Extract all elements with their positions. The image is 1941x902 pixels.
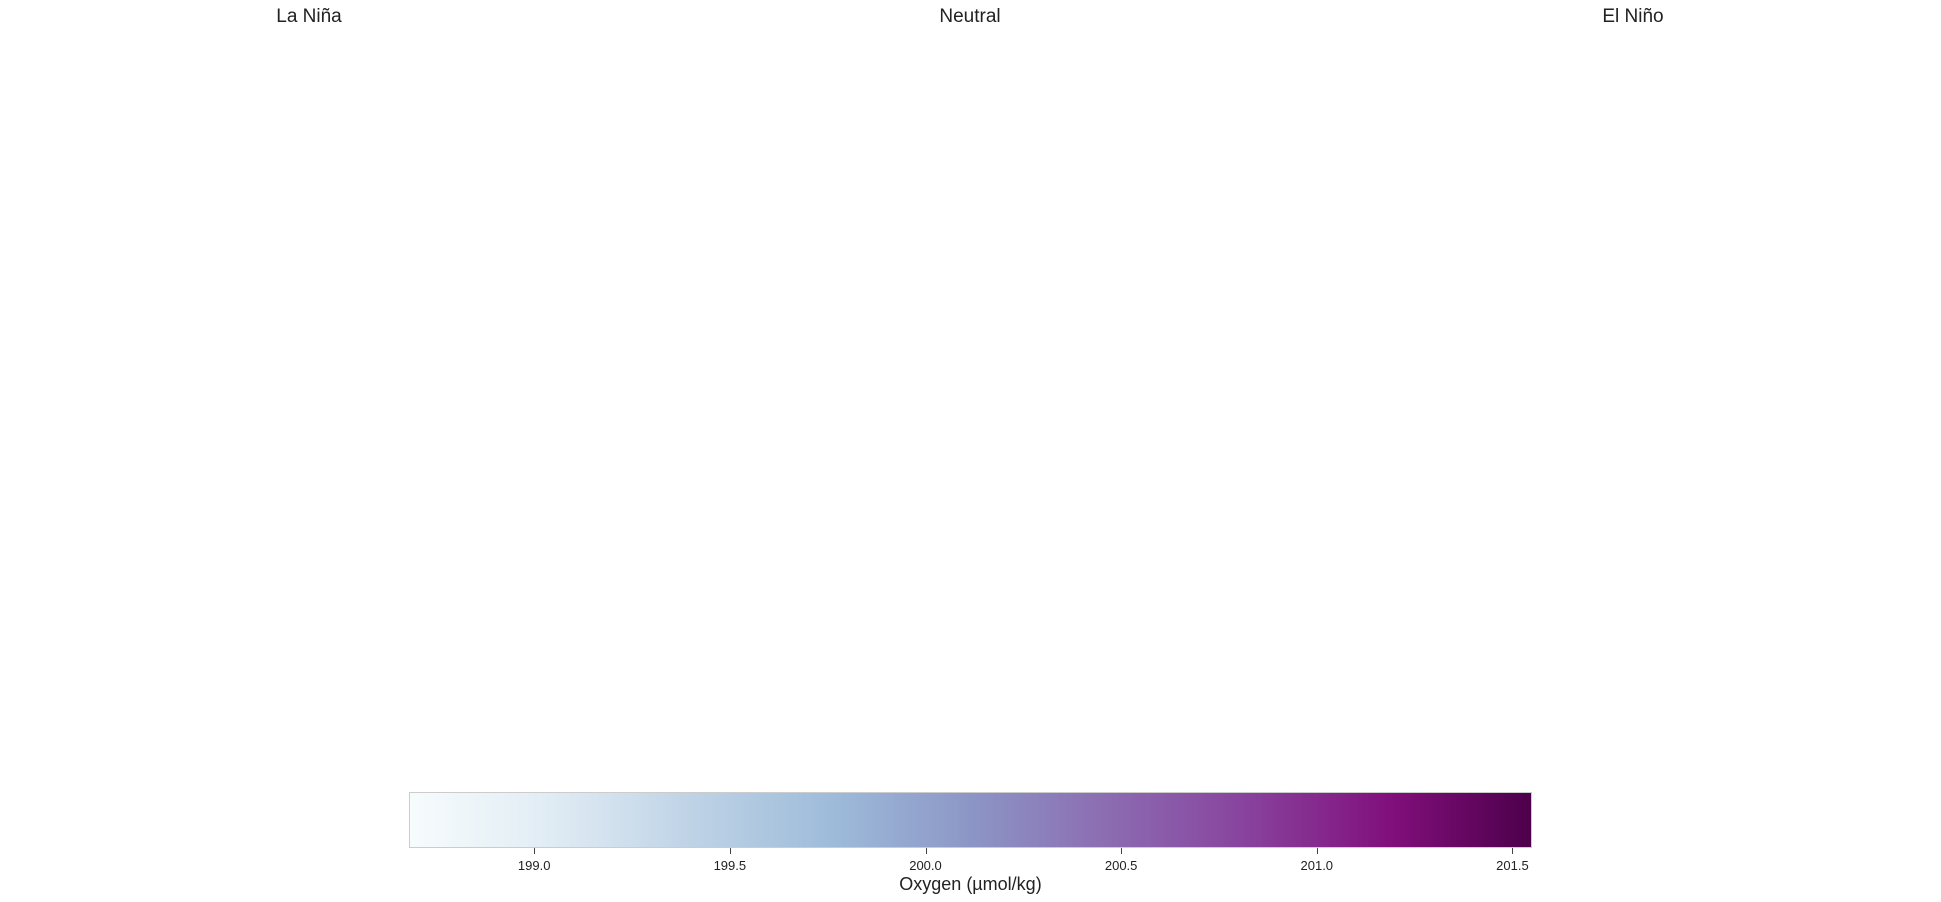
- colorbar-tick: [1512, 848, 1514, 854]
- colorbar-tick-label: 199.0: [517, 858, 551, 873]
- colorbar-tick-label: 199.5: [713, 858, 747, 873]
- colorbar-tick: [534, 848, 536, 854]
- colorbar-tick-label: 201.0: [1300, 858, 1334, 873]
- colorbar-tick-label: 200.5: [1104, 858, 1138, 873]
- colorbar-tick-label: 201.5: [1496, 858, 1529, 873]
- colorbar-tick-label: 200.0: [909, 858, 942, 873]
- panel-la-nina: La Niña: [0, 0, 640, 740]
- colorbar-tick: [1121, 848, 1123, 854]
- colorbar-tick: [729, 848, 731, 854]
- colorbar-tick: [1316, 848, 1318, 854]
- colorbar: [409, 792, 1532, 848]
- panel-title: Neutral: [939, 6, 1001, 27]
- panel-neutral: Neutral: [661, 0, 1301, 740]
- panel-title: El Niño: [1602, 6, 1664, 27]
- panel-el-nino: El Niño: [1324, 0, 1941, 740]
- panel-title: La Niña: [276, 6, 342, 27]
- colorbar-label: Oxygen (µmol/kg): [899, 874, 1042, 894]
- colorbar-tick: [925, 848, 927, 854]
